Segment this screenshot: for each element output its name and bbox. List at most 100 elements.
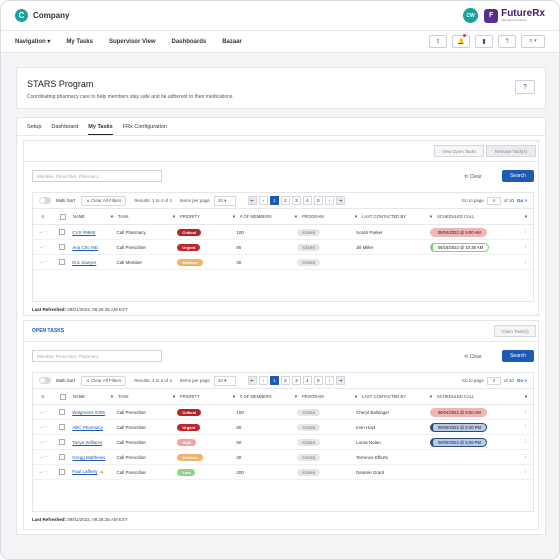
- column-header-members[interactable]: # OF MEMBERS ▼: [240, 214, 298, 219]
- column-header-members[interactable]: # OF MEMBERS ▼: [240, 394, 298, 399]
- open-tasks-clear-button[interactable]: ⟲ Clear: [464, 354, 482, 360]
- first-page-button[interactable]: ⇤: [247, 376, 257, 385]
- documents-button[interactable]: ▮: [475, 35, 493, 48]
- column-header-priority[interactable]: PRIORITY ▼: [180, 394, 236, 399]
- tab-dashboard[interactable]: Dashboard: [51, 124, 79, 130]
- row-name-link[interactable]: Tanya Williams: [72, 439, 103, 445]
- last-page-button[interactable]: ⇥: [335, 376, 345, 385]
- scheduled-call-badge[interactable]: 09/09/2022 @ 5:30 PM: [429, 422, 487, 432]
- page-3[interactable]: 3: [291, 196, 301, 205]
- column-header-program[interactable]: PROGRAM ▼: [302, 394, 358, 399]
- row-checkbox[interactable]: [59, 229, 66, 235]
- select-all-checkbox[interactable]: [60, 393, 66, 400]
- table-row[interactable]: →⋯ Ana Cho MD Call Prescriber Urgent 80 STARS…: [33, 240, 533, 255]
- tab-my-tasks[interactable]: My Tasks: [88, 123, 113, 135]
- row-menu-icon[interactable]: ⋮: [523, 424, 528, 429]
- column-settings-icon[interactable]: ⚙: [41, 214, 45, 219]
- column-settings-icon[interactable]: ⚙: [41, 394, 45, 399]
- expand-icon[interactable]: →⋯: [38, 454, 48, 459]
- row-menu-icon[interactable]: ⋮: [523, 259, 528, 264]
- expand-icon[interactable]: →⋯: [38, 424, 48, 429]
- row-menu-icon[interactable]: ⋮: [523, 409, 528, 414]
- column-header-last-contacted[interactable]: LAST CONTACTED BY ▼: [362, 214, 433, 219]
- page-4[interactable]: 4: [302, 376, 312, 385]
- items-per-page-select[interactable]: 10 ▾: [213, 195, 236, 206]
- page-4[interactable]: 4: [302, 196, 312, 205]
- page-3[interactable]: 3: [291, 376, 301, 385]
- row-menu-icon[interactable]: ⋮: [523, 454, 528, 459]
- scheduled-call-badge[interactable]: 09/04/2022 @ 9:00 AM: [429, 407, 487, 417]
- nav-my-tasks[interactable]: My Tasks: [66, 38, 93, 45]
- table-row[interactable]: →⋯ Walgreens #405 Call Prescriber Critical 1…: [33, 405, 533, 420]
- expand-icon[interactable]: →⋯: [38, 244, 48, 249]
- search-menu-button[interactable]: ⌕ ▾: [521, 35, 545, 48]
- page-2[interactable]: 2: [280, 196, 290, 205]
- nav-dashboards[interactable]: Dashboards: [171, 38, 207, 45]
- table-row[interactable]: →⋯ Paul Lafferty ▲ Call Prescriber Low 200 STA…: [33, 465, 533, 480]
- view-open-tasks-button[interactable]: View Open Tasks: [434, 145, 484, 157]
- column-header-last-contacted[interactable]: LAST CONTACTED BY ▼: [362, 394, 433, 399]
- table-row[interactable]: →⋯ ABC Pharmacy Call Prescriber Urgent 80 STA…: [33, 420, 533, 435]
- user-avatar[interactable]: CW: [463, 8, 479, 23]
- clear-filters-button[interactable]: ⨯ Clear All Filters: [81, 195, 127, 206]
- release-tasks-button[interactable]: Release Task(s): [486, 145, 536, 157]
- open-tasks-search-button[interactable]: Search: [502, 350, 534, 362]
- table-row[interactable]: →⋯ Tanya Williams Call Prescriber High 50 STA…: [33, 435, 533, 450]
- scheduled-call-badge[interactable]: 09/04/2022 @ 9:00 AM: [429, 227, 487, 237]
- nav-navigation[interactable]: Navigation ▾: [15, 39, 51, 45]
- items-per-page-select[interactable]: 10 ▾: [213, 375, 236, 386]
- row-checkbox[interactable]: [59, 439, 66, 445]
- row-name-link[interactable]: Paul Lafferty: [72, 469, 98, 474]
- tab-frx-configuration[interactable]: FRx Configuration: [122, 124, 167, 130]
- go-button[interactable]: Go >: [516, 198, 527, 203]
- expand-icon[interactable]: →⋯: [38, 439, 48, 444]
- upload-button[interactable]: ⇧: [429, 35, 447, 48]
- go-to-page-input[interactable]: 4: [486, 376, 501, 385]
- first-page-button[interactable]: ⇤: [247, 196, 257, 205]
- column-header-scheduled-call[interactable]: SCHEDULED CALL ▼: [437, 214, 528, 219]
- column-header-name[interactable]: NAME ▼: [73, 394, 114, 399]
- page-1[interactable]: 1: [269, 376, 279, 385]
- multi-sort-toggle[interactable]: [39, 197, 51, 204]
- column-header-scheduled-call[interactable]: SCHEDULED CALL ▼: [437, 394, 528, 399]
- notifications-button[interactable]: 🔔: [452, 34, 470, 48]
- page-2[interactable]: 2: [280, 376, 290, 385]
- next-page-button[interactable]: ›: [324, 376, 334, 385]
- column-header-task[interactable]: TASK ▼: [118, 214, 176, 219]
- column-header-task[interactable]: TASK ▼: [118, 394, 176, 399]
- row-menu-icon[interactable]: ⋮: [523, 469, 528, 474]
- claim-tasks-button[interactable]: Claim Task(s): [494, 325, 536, 337]
- expand-icon[interactable]: →⋯: [38, 469, 48, 474]
- column-header-program[interactable]: PROGRAM ▼: [302, 214, 358, 219]
- tab-setup[interactable]: Setup: [27, 124, 42, 130]
- column-header-name[interactable]: NAME ▼: [73, 214, 114, 219]
- table-row[interactable]: →⋯ CVS #9669 Call Pharmacy Critical 100 STARS…: [33, 225, 533, 240]
- expand-icon[interactable]: →⋯: [38, 409, 48, 414]
- row-name-link[interactable]: CVS #9669: [72, 229, 96, 235]
- row-menu-icon[interactable]: ⋮: [523, 229, 528, 234]
- row-name-link[interactable]: Eric Sawyer: [72, 259, 97, 265]
- page-5[interactable]: 5: [313, 196, 323, 205]
- row-checkbox[interactable]: [59, 424, 66, 430]
- prev-page-button[interactable]: ‹: [258, 376, 268, 385]
- row-menu-icon[interactable]: ⋮: [523, 439, 528, 444]
- nav-supervisor-view[interactable]: Supervisor View: [108, 38, 156, 45]
- multi-sort-toggle[interactable]: [39, 377, 51, 384]
- clear-filters-button[interactable]: ⨯ Clear All Filters: [81, 375, 127, 386]
- last-page-button[interactable]: ⇥: [335, 196, 345, 205]
- row-name-link[interactable]: ABC Pharmacy: [72, 424, 104, 430]
- expand-icon[interactable]: →⋯: [38, 229, 48, 234]
- prev-page-button[interactable]: ‹: [258, 196, 268, 205]
- table-row[interactable]: →⋯ Eric Sawyer Call Member Medium 30 STARS ⋮: [33, 255, 533, 270]
- my-tasks-clear-button[interactable]: ⟲ Clear: [464, 174, 482, 180]
- my-tasks-search-input[interactable]: Member, Prescriber, Pharmacy: [32, 170, 162, 182]
- go-to-page-input[interactable]: 4: [486, 196, 501, 205]
- next-page-button[interactable]: ›: [324, 196, 334, 205]
- nav-bazaar[interactable]: Bazaar: [222, 38, 242, 45]
- scheduled-call-badge[interactable]: 09/09/2022 @ 5:08 PM: [429, 437, 487, 447]
- page-1[interactable]: 1: [269, 196, 279, 205]
- scheduled-call-badge[interactable]: 09/16/2022 @ 10:38 AM: [429, 242, 490, 252]
- help-button[interactable]: ?: [498, 35, 516, 48]
- page-5[interactable]: 5: [313, 376, 323, 385]
- row-name-link[interactable]: Gregg Matthews: [72, 454, 106, 460]
